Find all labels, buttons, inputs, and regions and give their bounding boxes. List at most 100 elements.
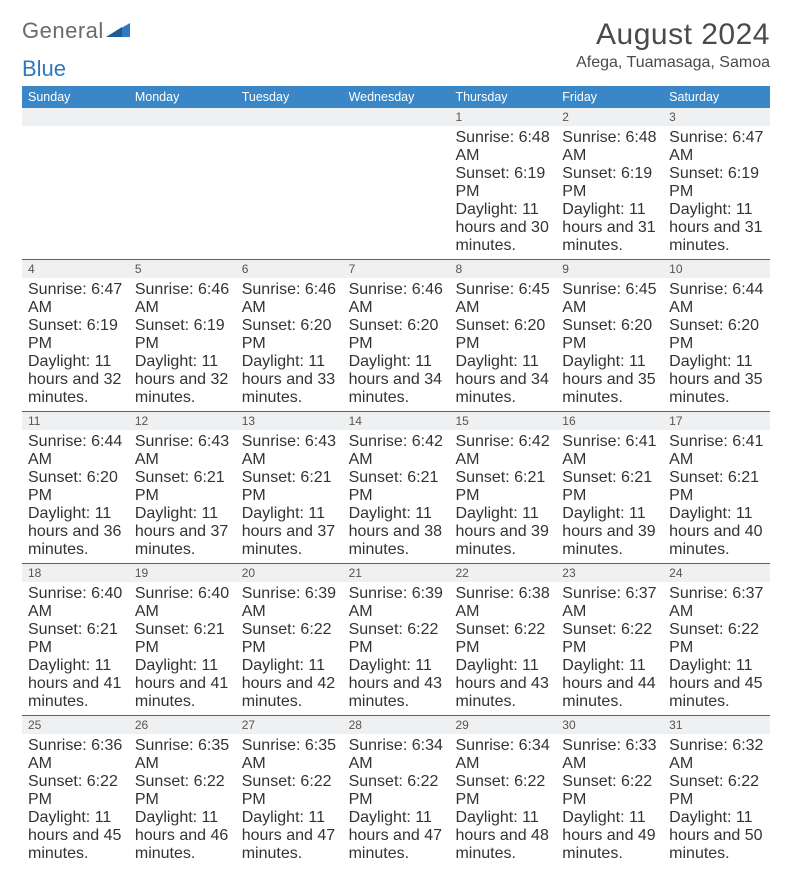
sunset-line: Sunset: 6:19 PM — [28, 317, 123, 353]
day-body: Sunrise: 6:47 AMSunset: 6:19 PMDaylight:… — [22, 278, 129, 411]
sunrise-line: Sunrise: 6:43 AM — [242, 433, 337, 469]
day-body: Sunrise: 6:45 AMSunset: 6:20 PMDaylight:… — [449, 278, 556, 411]
daylight-line: Daylight: 11 hours and 47 minutes. — [349, 809, 444, 863]
sunrise-line: Sunrise: 6:45 AM — [455, 281, 550, 317]
dow-tue: Tuesday — [236, 86, 343, 108]
daylight-line: Daylight: 11 hours and 45 minutes. — [28, 809, 123, 863]
sunrise-line: Sunrise: 6:48 AM — [455, 129, 550, 165]
sunrise-line: Sunrise: 6:34 AM — [455, 737, 550, 773]
day-body: Sunrise: 6:34 AMSunset: 6:22 PMDaylight:… — [343, 734, 450, 867]
daylight-line: Daylight: 11 hours and 45 minutes. — [669, 657, 764, 711]
sunrise-line: Sunrise: 6:40 AM — [28, 585, 123, 621]
day-number: 15 — [449, 412, 556, 430]
daylight-line: Daylight: 11 hours and 39 minutes. — [455, 505, 550, 559]
day-number: 16 — [556, 412, 663, 430]
day-number: 27 — [236, 716, 343, 734]
day-body: Sunrise: 6:39 AMSunset: 6:22 PMDaylight:… — [236, 582, 343, 715]
sunrise-line: Sunrise: 6:38 AM — [455, 585, 550, 621]
day-number: 21 — [343, 564, 450, 582]
day-number: 10 — [663, 260, 770, 278]
day-body — [129, 126, 236, 259]
daylight-line: Daylight: 11 hours and 35 minutes. — [562, 353, 657, 407]
daylight-line: Daylight: 11 hours and 35 minutes. — [669, 353, 764, 407]
sunset-line: Sunset: 6:22 PM — [669, 773, 764, 809]
sunrise-line: Sunrise: 6:47 AM — [28, 281, 123, 317]
day-number: 4 — [22, 260, 129, 278]
day-number: 8 — [449, 260, 556, 278]
sunset-line: Sunset: 6:21 PM — [455, 469, 550, 505]
day-number — [129, 108, 236, 126]
sunrise-line: Sunrise: 6:42 AM — [349, 433, 444, 469]
day-body: Sunrise: 6:35 AMSunset: 6:22 PMDaylight:… — [129, 734, 236, 867]
day-body: Sunrise: 6:42 AMSunset: 6:21 PMDaylight:… — [343, 430, 450, 563]
weeks-container: 123 Sunrise: 6:48 AMSunset: 6:19 PMDayli… — [22, 108, 770, 867]
dow-wed: Wednesday — [343, 86, 450, 108]
sunset-line: Sunset: 6:22 PM — [242, 773, 337, 809]
day-number: 31 — [663, 716, 770, 734]
calendar-grid: Sunday Monday Tuesday Wednesday Thursday… — [22, 86, 770, 867]
sunset-line: Sunset: 6:22 PM — [135, 773, 230, 809]
sunrise-line: Sunrise: 6:32 AM — [669, 737, 764, 773]
day-number: 5 — [129, 260, 236, 278]
sunrise-line: Sunrise: 6:46 AM — [135, 281, 230, 317]
day-number: 25 — [22, 716, 129, 734]
week-body-row: Sunrise: 6:44 AMSunset: 6:20 PMDaylight:… — [22, 430, 770, 563]
day-number: 19 — [129, 564, 236, 582]
sunset-line: Sunset: 6:19 PM — [562, 165, 657, 201]
day-body: Sunrise: 6:46 AMSunset: 6:20 PMDaylight:… — [236, 278, 343, 411]
sunrise-line: Sunrise: 6:37 AM — [669, 585, 764, 621]
sunrise-line: Sunrise: 6:35 AM — [135, 737, 230, 773]
sunset-line: Sunset: 6:22 PM — [562, 621, 657, 657]
day-body: Sunrise: 6:47 AMSunset: 6:19 PMDaylight:… — [663, 126, 770, 259]
day-number: 11 — [22, 412, 129, 430]
daylight-line: Daylight: 11 hours and 37 minutes. — [242, 505, 337, 559]
day-number: 17 — [663, 412, 770, 430]
day-body: Sunrise: 6:41 AMSunset: 6:21 PMDaylight:… — [556, 430, 663, 563]
sunrise-line: Sunrise: 6:46 AM — [242, 281, 337, 317]
day-number: 26 — [129, 716, 236, 734]
sunset-line: Sunset: 6:21 PM — [135, 469, 230, 505]
day-body: Sunrise: 6:42 AMSunset: 6:21 PMDaylight:… — [449, 430, 556, 563]
sunrise-line: Sunrise: 6:47 AM — [669, 129, 764, 165]
logo-triangle-icon — [106, 21, 130, 41]
day-number: 12 — [129, 412, 236, 430]
day-body: Sunrise: 6:35 AMSunset: 6:22 PMDaylight:… — [236, 734, 343, 867]
daylight-line: Daylight: 11 hours and 43 minutes. — [349, 657, 444, 711]
daylight-line: Daylight: 11 hours and 31 minutes. — [562, 201, 657, 255]
dow-fri: Friday — [556, 86, 663, 108]
day-body — [343, 126, 450, 259]
sunset-line: Sunset: 6:22 PM — [562, 773, 657, 809]
sunrise-line: Sunrise: 6:48 AM — [562, 129, 657, 165]
calendar-page: General August 2024 Afega, Tuamasaga, Sa… — [0, 0, 792, 877]
week-daynum-row: 123 — [22, 108, 770, 126]
sunrise-line: Sunrise: 6:41 AM — [669, 433, 764, 469]
day-number — [22, 108, 129, 126]
daylight-line: Daylight: 11 hours and 50 minutes. — [669, 809, 764, 863]
day-number: 18 — [22, 564, 129, 582]
day-body: Sunrise: 6:32 AMSunset: 6:22 PMDaylight:… — [663, 734, 770, 867]
sunset-line: Sunset: 6:20 PM — [455, 317, 550, 353]
day-number — [343, 108, 450, 126]
sunrise-line: Sunrise: 6:40 AM — [135, 585, 230, 621]
daylight-line: Daylight: 11 hours and 40 minutes. — [669, 505, 764, 559]
logo: General — [22, 18, 130, 44]
day-body: Sunrise: 6:37 AMSunset: 6:22 PMDaylight:… — [663, 582, 770, 715]
sunset-line: Sunset: 6:21 PM — [349, 469, 444, 505]
sunset-line: Sunset: 6:21 PM — [28, 621, 123, 657]
day-body: Sunrise: 6:38 AMSunset: 6:22 PMDaylight:… — [449, 582, 556, 715]
sunset-line: Sunset: 6:19 PM — [669, 165, 764, 201]
day-body — [236, 126, 343, 259]
sunrise-line: Sunrise: 6:35 AM — [242, 737, 337, 773]
day-body: Sunrise: 6:33 AMSunset: 6:22 PMDaylight:… — [556, 734, 663, 867]
sunrise-line: Sunrise: 6:45 AM — [562, 281, 657, 317]
sunrise-line: Sunrise: 6:44 AM — [28, 433, 123, 469]
sunrise-line: Sunrise: 6:36 AM — [28, 737, 123, 773]
sunrise-line: Sunrise: 6:43 AM — [135, 433, 230, 469]
sunset-line: Sunset: 6:22 PM — [669, 621, 764, 657]
sunrise-line: Sunrise: 6:46 AM — [349, 281, 444, 317]
sunset-line: Sunset: 6:21 PM — [669, 469, 764, 505]
day-body: Sunrise: 6:40 AMSunset: 6:21 PMDaylight:… — [129, 582, 236, 715]
daylight-line: Daylight: 11 hours and 47 minutes. — [242, 809, 337, 863]
day-number: 20 — [236, 564, 343, 582]
day-body: Sunrise: 6:41 AMSunset: 6:21 PMDaylight:… — [663, 430, 770, 563]
